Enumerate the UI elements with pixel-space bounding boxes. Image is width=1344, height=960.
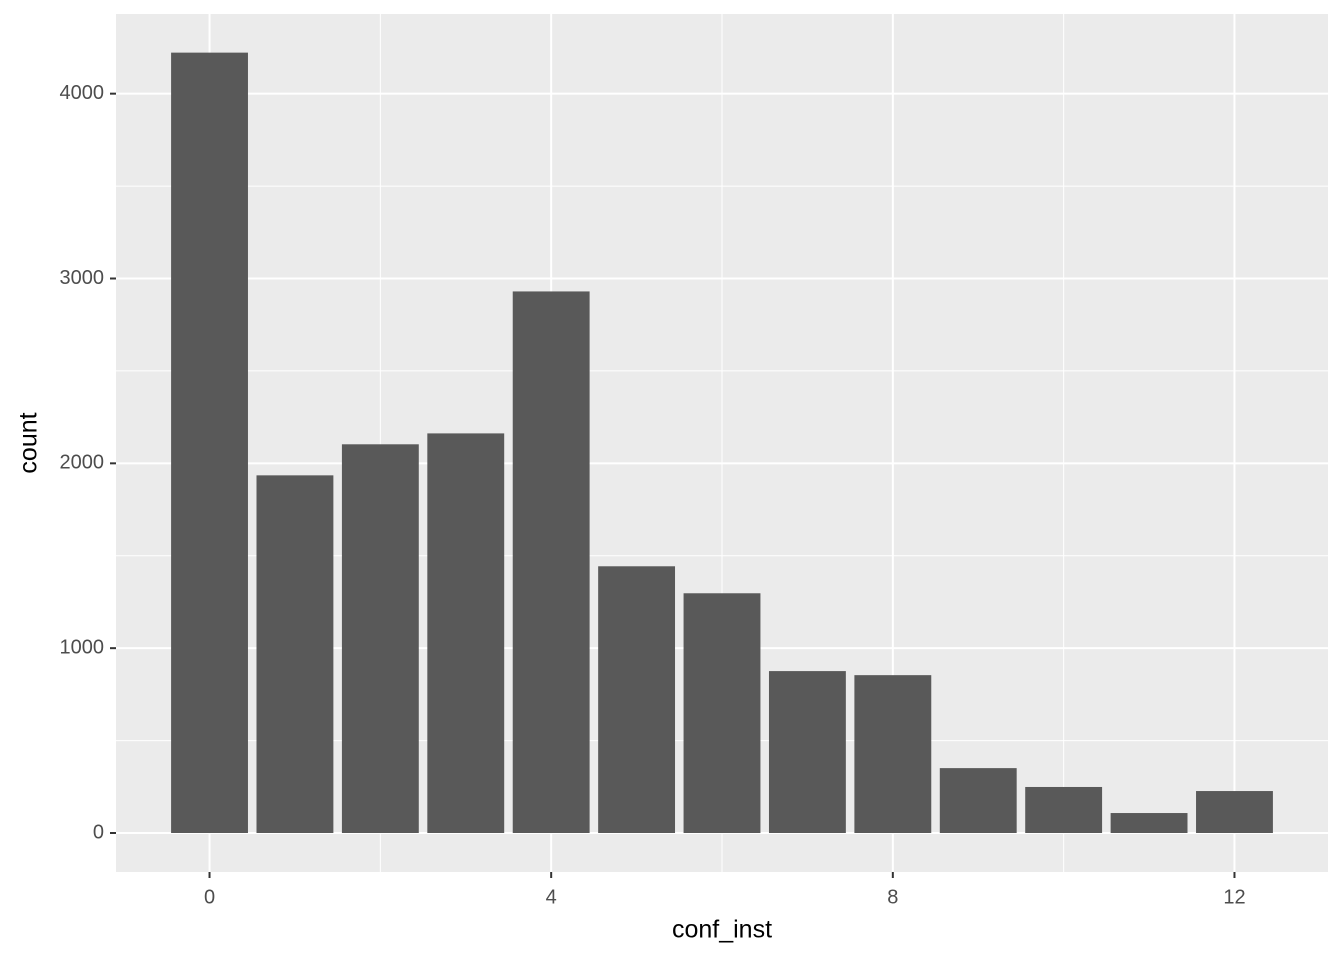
x-tick-label: 4 — [546, 886, 557, 908]
y-tick-label: 2000 — [60, 452, 105, 474]
x-tick-label: 0 — [204, 886, 215, 908]
bar — [171, 52, 248, 834]
bar — [341, 444, 419, 833]
bar — [256, 475, 334, 833]
y-tick-label: 0 — [93, 821, 104, 843]
x-tick-label: 12 — [1223, 886, 1245, 908]
bar — [1025, 786, 1103, 833]
y-tick-label: 3000 — [60, 267, 105, 289]
bar — [427, 433, 505, 833]
bar — [512, 291, 590, 833]
bar — [1196, 791, 1273, 833]
x-axis-title: conf_inst — [672, 916, 772, 944]
bar — [854, 675, 932, 833]
bar — [598, 566, 676, 833]
y-axis-title: count — [15, 412, 43, 473]
bar — [1110, 813, 1188, 833]
bar — [939, 768, 1017, 833]
y-tick-label: 1000 — [60, 636, 105, 658]
y-tick-label: 4000 — [60, 82, 105, 104]
bar — [683, 593, 761, 833]
x-tick-label: 8 — [887, 886, 898, 908]
bar — [768, 671, 846, 833]
